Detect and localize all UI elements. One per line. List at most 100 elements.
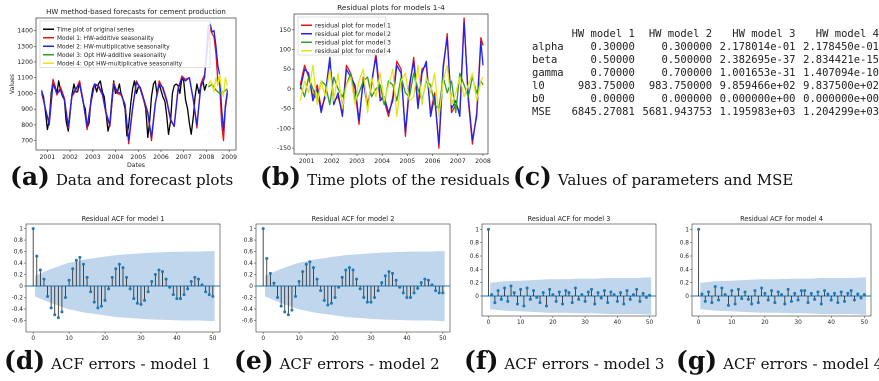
acf-point (67, 278, 71, 282)
acf-point (499, 297, 503, 301)
acf-point (171, 293, 175, 297)
acf-point (135, 301, 139, 305)
acf-point (189, 279, 193, 283)
y-tick-label: 100 (279, 46, 291, 53)
acf-point (99, 304, 103, 308)
y-tick-label: 1 (475, 227, 479, 233)
acf-point (859, 296, 863, 300)
acf-point (730, 289, 734, 293)
acf-point (365, 300, 369, 304)
row-label: b0 (532, 93, 545, 105)
panel-acf-model-4: Residual ACF for model 4 0 0.2 0.4 0.6 0.8 1 0 1… (672, 212, 877, 328)
acf-point (736, 287, 740, 291)
acf-point (279, 304, 283, 308)
column-header: HW model 3 (732, 28, 796, 40)
acf-point (64, 296, 68, 300)
acf-point (74, 258, 78, 262)
legend-box (39, 20, 211, 68)
acf-point (182, 293, 186, 297)
caption-text: Data and forecast plots (55, 171, 234, 189)
row-label: alpha (532, 41, 564, 53)
acf-point (793, 291, 797, 295)
acf-point (139, 302, 143, 306)
chart-acf-model-1: Residual ACF for model 1 -0.6 -0.4 -0.2 0 0.2… (12, 215, 221, 342)
acf-point (602, 289, 606, 293)
acf-point (272, 281, 276, 285)
caption-f: (f) ACF errors - model 3 (464, 346, 664, 375)
table-cell: 0.00000 (590, 93, 635, 105)
acf-point (283, 310, 287, 314)
acf-point (541, 291, 545, 295)
acf-point (89, 290, 93, 294)
acf-point (746, 297, 750, 301)
acf-point (697, 227, 701, 231)
acf-point (132, 297, 136, 301)
acf-point (583, 299, 587, 303)
table-row: alpha 0.30000 0.300000 2.178014e-01 2.178450… (532, 41, 879, 54)
legend-entry: Model 1: HW-additive seasonality (57, 36, 154, 42)
acf-point (638, 299, 642, 303)
acf-point (819, 302, 823, 306)
y-tick-label: 50 (283, 66, 291, 73)
legend-entry: Time plot of original series (56, 27, 134, 33)
acf-point (143, 298, 147, 302)
acf-point (493, 301, 497, 305)
x-tick-label: 50 (439, 336, 447, 342)
acf-point (304, 262, 308, 266)
acf-point (631, 293, 635, 297)
acf-point (128, 287, 132, 291)
y-tick-label: 0 (249, 284, 253, 290)
series-line (207, 73, 229, 98)
acf-point (567, 291, 571, 295)
acf-point (796, 298, 800, 302)
y-tick-label: 1300 (17, 43, 33, 50)
acf-point (538, 301, 542, 305)
table-cell: 0.70000 (590, 67, 635, 79)
x-tick-label: 2008 (475, 158, 491, 165)
y-tick-label: 1 (19, 227, 23, 233)
chart-title: Residual ACF for model 2 (312, 215, 395, 223)
acf-point (786, 287, 790, 291)
series-line (299, 64, 484, 118)
x-tick-label: 2002 (62, 154, 78, 161)
x-tick-label: 40 (403, 336, 411, 342)
acf-point (96, 306, 100, 310)
table-cell: 0.30000 (590, 41, 635, 53)
legend-entry: residual plot for model 2 (315, 31, 391, 38)
x-tick-label: 2004 (374, 158, 390, 165)
acf-point (486, 227, 490, 231)
acf-point (766, 298, 770, 302)
acf-point (580, 293, 584, 297)
y-tick-label: 0.6 (14, 250, 24, 256)
acf-point (347, 266, 351, 270)
acf-point (175, 297, 179, 301)
y-tick-label: 1 (249, 227, 253, 233)
acf-point (599, 296, 603, 300)
x-tick-label: 30 (367, 336, 375, 342)
acf-point (358, 287, 362, 291)
acf-point (763, 291, 767, 295)
table-cell: 1.001653e-31 (719, 67, 796, 79)
acf-point (405, 296, 409, 300)
legend-entry: Model 2: HW-multiplicative seasonality (57, 44, 170, 50)
acf-point (362, 296, 366, 300)
x-tick-label: 10 (517, 320, 525, 326)
x-tick-label: 2003 (349, 158, 365, 165)
y-tick-label: 0.8 (680, 241, 690, 247)
acf-point (81, 262, 85, 266)
table-cell: 0.500000 (661, 54, 713, 66)
y-tick-label: 900 (21, 106, 33, 113)
acf-point (799, 289, 803, 293)
table-row: MSE 6845.27081 5681.943753 1.195983e+03 1.20… (532, 106, 879, 119)
y-tick-label: 0.6 (680, 254, 690, 260)
acf-point (333, 296, 337, 300)
acf-point (586, 290, 590, 294)
acf-point (806, 301, 810, 305)
table-cell: 9.859466e+02 (719, 80, 796, 92)
column-header: HW model 2 (648, 28, 713, 40)
y-tick-label: 1100 (17, 75, 33, 82)
column-header: HW model 4 (815, 28, 879, 40)
acf-point (150, 279, 154, 283)
acf-point (164, 277, 168, 281)
acf-point (60, 310, 64, 314)
